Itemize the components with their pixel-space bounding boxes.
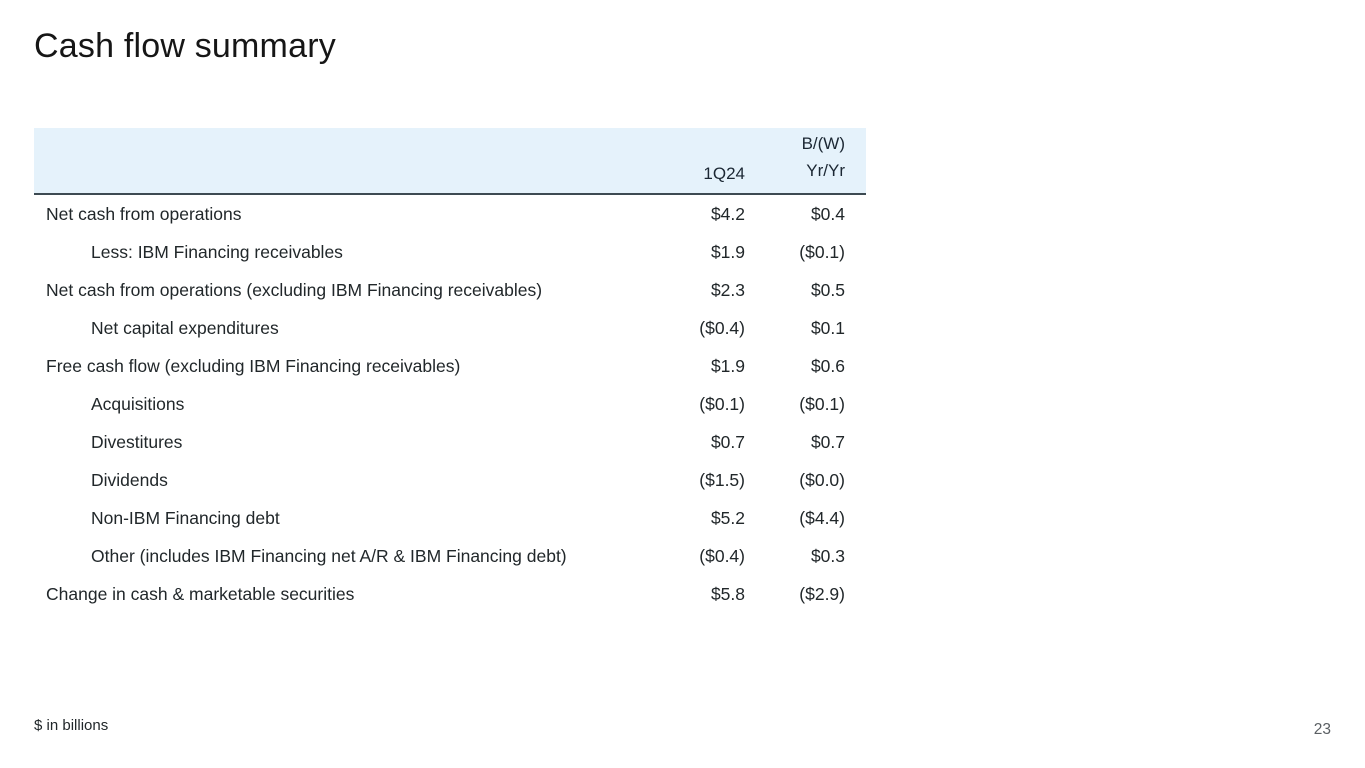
row-label: Divestitures (91, 431, 183, 452)
row-label: Free cash flow (excluding IBM Financing … (46, 355, 461, 376)
cash-flow-table: 1Q24 B/(W) Yr/Yr Net cash from operation… (34, 128, 866, 613)
page-number: 23 (1313, 721, 1331, 738)
row-value-yryr: ($2.9) (799, 583, 845, 604)
row-value-yryr: $0.5 (810, 279, 845, 300)
table-body: Net cash from operations $4.2 $0.4 Less: IB… (34, 195, 866, 613)
row-value-1q24: ($0.4) (699, 317, 745, 338)
row-value-yryr: $0.4 (810, 203, 845, 224)
table-header: 1Q24 B/(W) Yr/Yr (34, 128, 866, 195)
units-footnote: $ in billions (34, 717, 109, 734)
row-label: Other (includes IBM Financing net A/R & … (91, 545, 567, 566)
table-row: Net capital expenditures ($0.4) $0.1 (34, 309, 866, 347)
page-title: Cash flow summary (34, 27, 336, 65)
row-value-1q24: $4.2 (710, 203, 745, 224)
table-row: Net cash from operations (excluding IBM … (34, 271, 866, 309)
row-value-1q24: ($0.4) (699, 545, 745, 566)
table-row: Acquisitions ($0.1) ($0.1) (34, 385, 866, 423)
column-header-change-line1: B/(W) (801, 134, 845, 154)
row-value-yryr: ($0.0) (799, 469, 845, 490)
row-value-1q24: $5.8 (710, 583, 745, 604)
row-label: Non-IBM Financing debt (91, 507, 280, 528)
row-value-yryr: ($4.4) (799, 507, 845, 528)
table-row: Net cash from operations $4.2 $0.4 (34, 195, 866, 233)
row-value-1q24: $1.9 (710, 241, 745, 262)
row-value-yryr: $0.6 (810, 355, 845, 376)
row-value-1q24: ($1.5) (699, 469, 745, 490)
row-label: Change in cash & marketable securities (46, 583, 355, 604)
row-value-yryr: ($0.1) (799, 393, 845, 414)
table-row: Non-IBM Financing debt $5.2 ($4.4) (34, 499, 866, 537)
row-value-1q24: $1.9 (710, 355, 745, 376)
column-header-period: 1Q24 (703, 164, 745, 183)
row-value-1q24: $2.3 (710, 279, 745, 300)
row-label: Acquisitions (91, 393, 185, 414)
table-row: Dividends ($1.5) ($0.0) (34, 461, 866, 499)
table-row: Divestitures $0.7 $0.7 (34, 423, 866, 461)
table-row: Less: IBM Financing receivables $1.9 ($0.1… (34, 233, 866, 271)
row-label: Net capital expenditures (91, 317, 279, 338)
table-row: Free cash flow (excluding IBM Financing … (34, 347, 866, 385)
column-header-change-line2: Yr/Yr (806, 160, 845, 180)
row-label: Dividends (91, 469, 168, 490)
table-row: Other (includes IBM Financing net A/R & … (34, 537, 866, 575)
row-label: Less: IBM Financing receivables (91, 241, 343, 262)
row-label: Net cash from operations (excluding IBM … (46, 279, 543, 300)
table-row: Change in cash & marketable securities $5… (34, 575, 866, 613)
row-value-1q24: $5.2 (710, 507, 745, 528)
row-value-1q24: $0.7 (710, 431, 745, 452)
row-value-yryr: $0.1 (810, 317, 845, 338)
row-value-yryr: ($0.1) (799, 241, 845, 262)
column-header-change: B/(W) Yr/Yr (745, 131, 866, 184)
row-value-yryr: $0.7 (810, 431, 845, 452)
row-label: Net cash from operations (46, 203, 242, 224)
row-value-1q24: ($0.1) (699, 393, 745, 414)
row-value-yryr: $0.3 (810, 545, 845, 566)
